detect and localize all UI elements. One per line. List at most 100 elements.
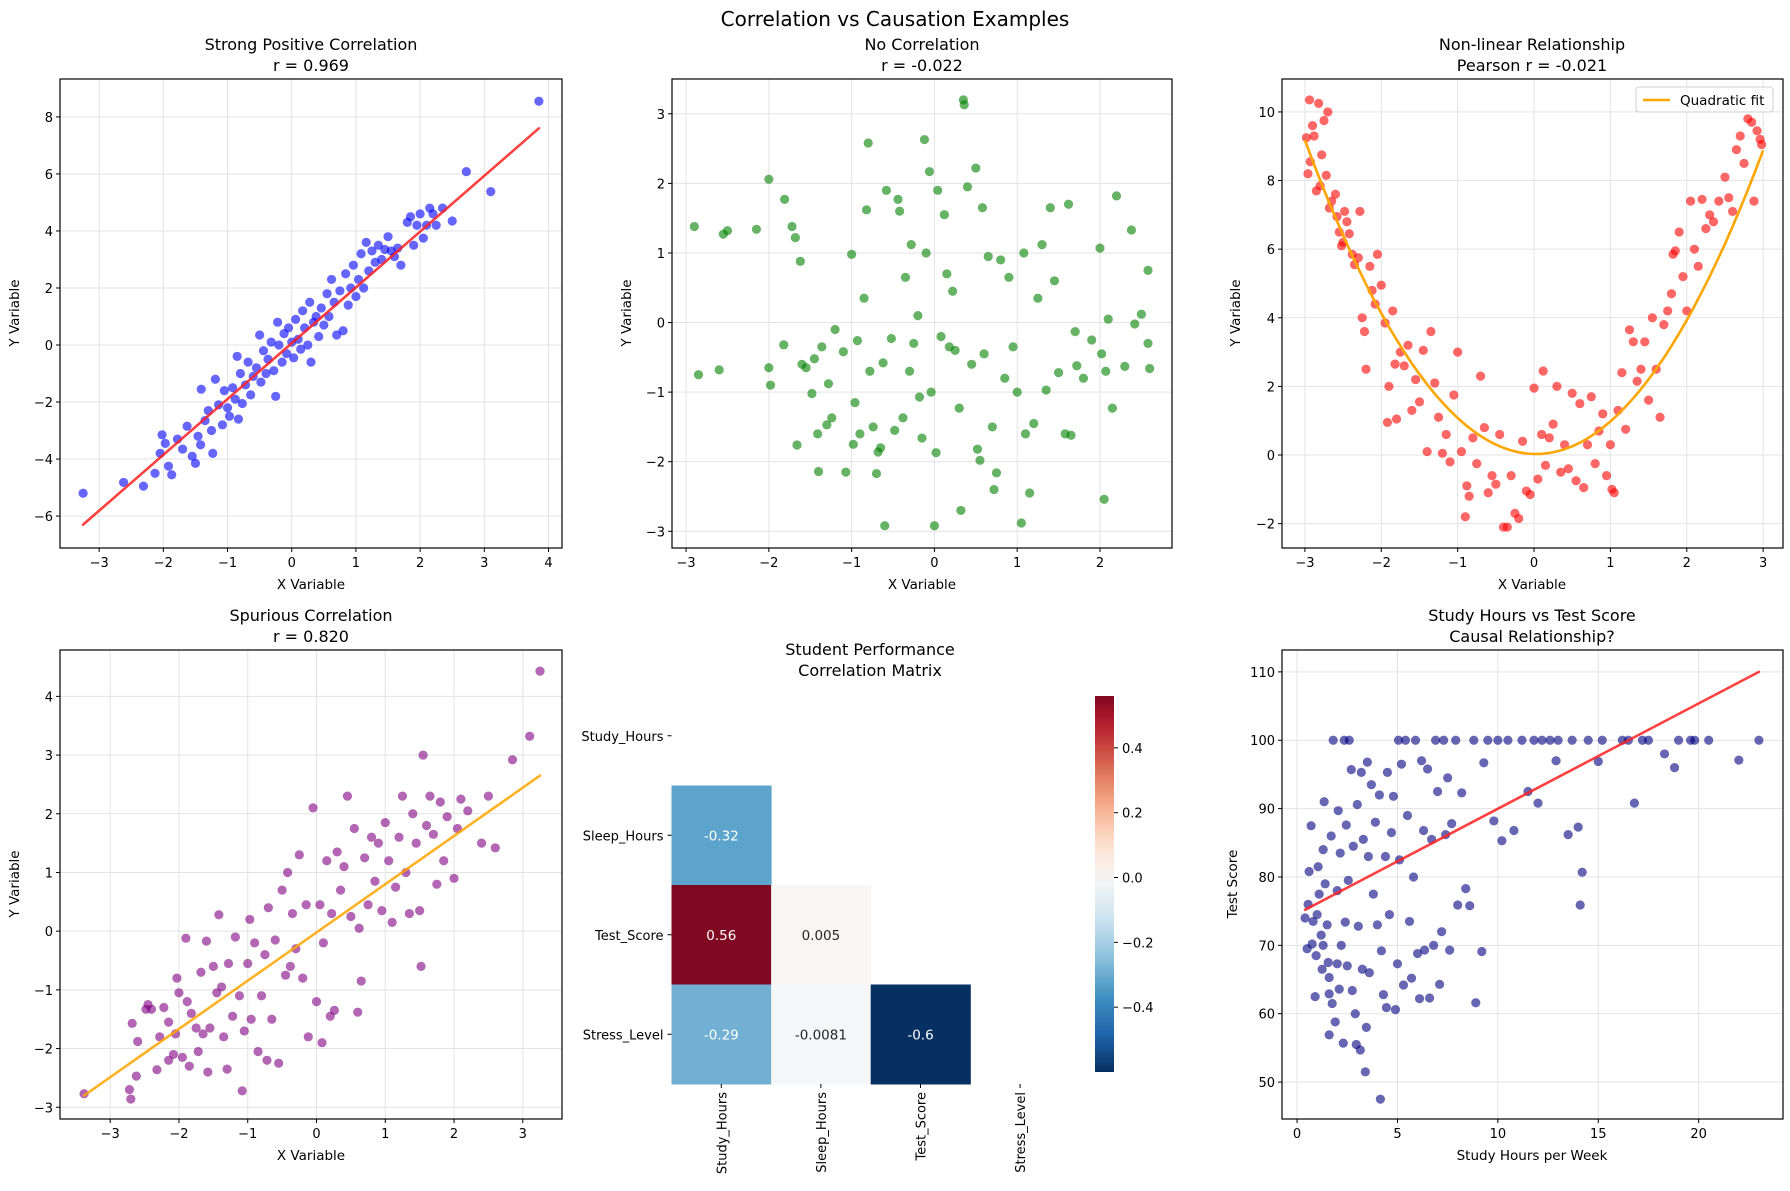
data-point — [689, 221, 699, 232]
data-point — [1471, 998, 1481, 1008]
data-point — [338, 326, 348, 336]
x-tick-label: 1 — [352, 556, 360, 571]
data-point — [1330, 1017, 1340, 1027]
data-point — [172, 973, 182, 983]
panel-no-correlation: No Correlation r = -0.022 X Variable Y V… — [619, 35, 1173, 593]
data-point — [219, 1032, 229, 1042]
data-point — [914, 392, 925, 402]
data-point — [1479, 758, 1489, 768]
data-point — [1493, 735, 1503, 745]
data-point — [203, 1067, 213, 1077]
data-point — [354, 923, 364, 933]
plot-background — [60, 79, 562, 548]
heatmap-cell — [671, 785, 772, 886]
data-point — [1643, 395, 1654, 405]
data-point — [239, 1026, 249, 1036]
data-point — [1012, 387, 1022, 397]
data-point — [1403, 340, 1413, 350]
y-tick-label: 4 — [1267, 312, 1275, 327]
data-point — [303, 340, 313, 350]
data-point — [1430, 378, 1440, 388]
panel-nonlinear-relationship: Non-linear Relationship Pearson r = -0.0… — [1228, 35, 1784, 593]
data-point — [838, 347, 848, 357]
data-point — [245, 914, 255, 925]
data-point — [1319, 797, 1329, 807]
data-point — [830, 324, 840, 335]
data-point — [1752, 126, 1762, 136]
data-point — [339, 861, 349, 872]
data-point — [904, 366, 915, 376]
data-point — [1103, 314, 1113, 324]
data-point — [253, 1046, 263, 1057]
data-point — [425, 791, 435, 801]
data-point — [416, 961, 426, 971]
data-point — [274, 1058, 284, 1068]
data-point — [428, 209, 438, 219]
data-point — [1316, 930, 1326, 940]
data-point — [1529, 735, 1539, 745]
data-point — [996, 255, 1006, 265]
data-point — [926, 387, 936, 397]
data-point — [1406, 973, 1417, 983]
axes-frame — [59, 78, 563, 549]
x-tick-label: 20 — [1690, 1127, 1707, 1142]
data-point — [1361, 1022, 1371, 1032]
x-tick-label: −1 — [842, 556, 861, 571]
data-point — [301, 900, 311, 910]
data-point — [184, 1061, 194, 1071]
data-point — [1525, 489, 1535, 500]
data-point — [764, 363, 774, 373]
data-point — [273, 317, 283, 327]
data-point — [1364, 968, 1374, 978]
data-point — [1004, 272, 1014, 282]
data-point — [1571, 476, 1581, 486]
data-point — [191, 1023, 201, 1033]
data-point — [255, 330, 265, 340]
data-point — [1597, 735, 1607, 745]
data-point — [1136, 309, 1146, 319]
data-point — [1483, 488, 1493, 498]
data-point — [1357, 964, 1367, 974]
data-point — [228, 1011, 238, 1021]
y-tick-label: 60 — [1258, 1008, 1275, 1023]
data-point — [1350, 1009, 1360, 1019]
data-point — [196, 967, 206, 977]
data-point — [1318, 940, 1328, 950]
data-point — [439, 856, 449, 866]
data-point — [1382, 417, 1392, 428]
data-point — [1037, 240, 1047, 250]
data-point — [1376, 946, 1386, 956]
data-point — [1689, 244, 1700, 254]
scatter-points — [689, 95, 1155, 531]
scatter-points — [1301, 95, 1767, 532]
data-point — [1303, 169, 1313, 179]
x-tick-label: 10 — [1490, 1127, 1507, 1142]
y-tick-label: −6 — [34, 510, 53, 525]
data-point — [1330, 189, 1341, 199]
data-point — [1341, 820, 1351, 830]
data-point — [266, 337, 276, 347]
data-point — [1435, 979, 1445, 989]
data-point — [1340, 206, 1350, 217]
data-point — [1408, 872, 1419, 882]
y-tick-label: 2 — [1267, 380, 1275, 395]
data-point — [1346, 765, 1356, 775]
x-tick-label: −1 — [1448, 556, 1467, 571]
y-tick-label: −1 — [646, 386, 665, 401]
data-point — [366, 832, 377, 842]
data-point — [1392, 959, 1403, 969]
row-label: Study_Hours — [581, 730, 663, 745]
y-tick-label: 0 — [1267, 449, 1275, 464]
data-point — [1643, 735, 1654, 745]
data-point — [384, 856, 394, 866]
data-point — [262, 1055, 272, 1065]
data-point — [456, 794, 466, 804]
y-tick-label: 6 — [1267, 243, 1275, 258]
data-point — [1386, 827, 1397, 838]
data-point — [1705, 210, 1715, 220]
data-point — [1489, 816, 1499, 826]
data-point — [921, 248, 931, 258]
y-tick-label: −1 — [34, 984, 53, 999]
y-axis-label: Y Variable — [7, 279, 23, 347]
